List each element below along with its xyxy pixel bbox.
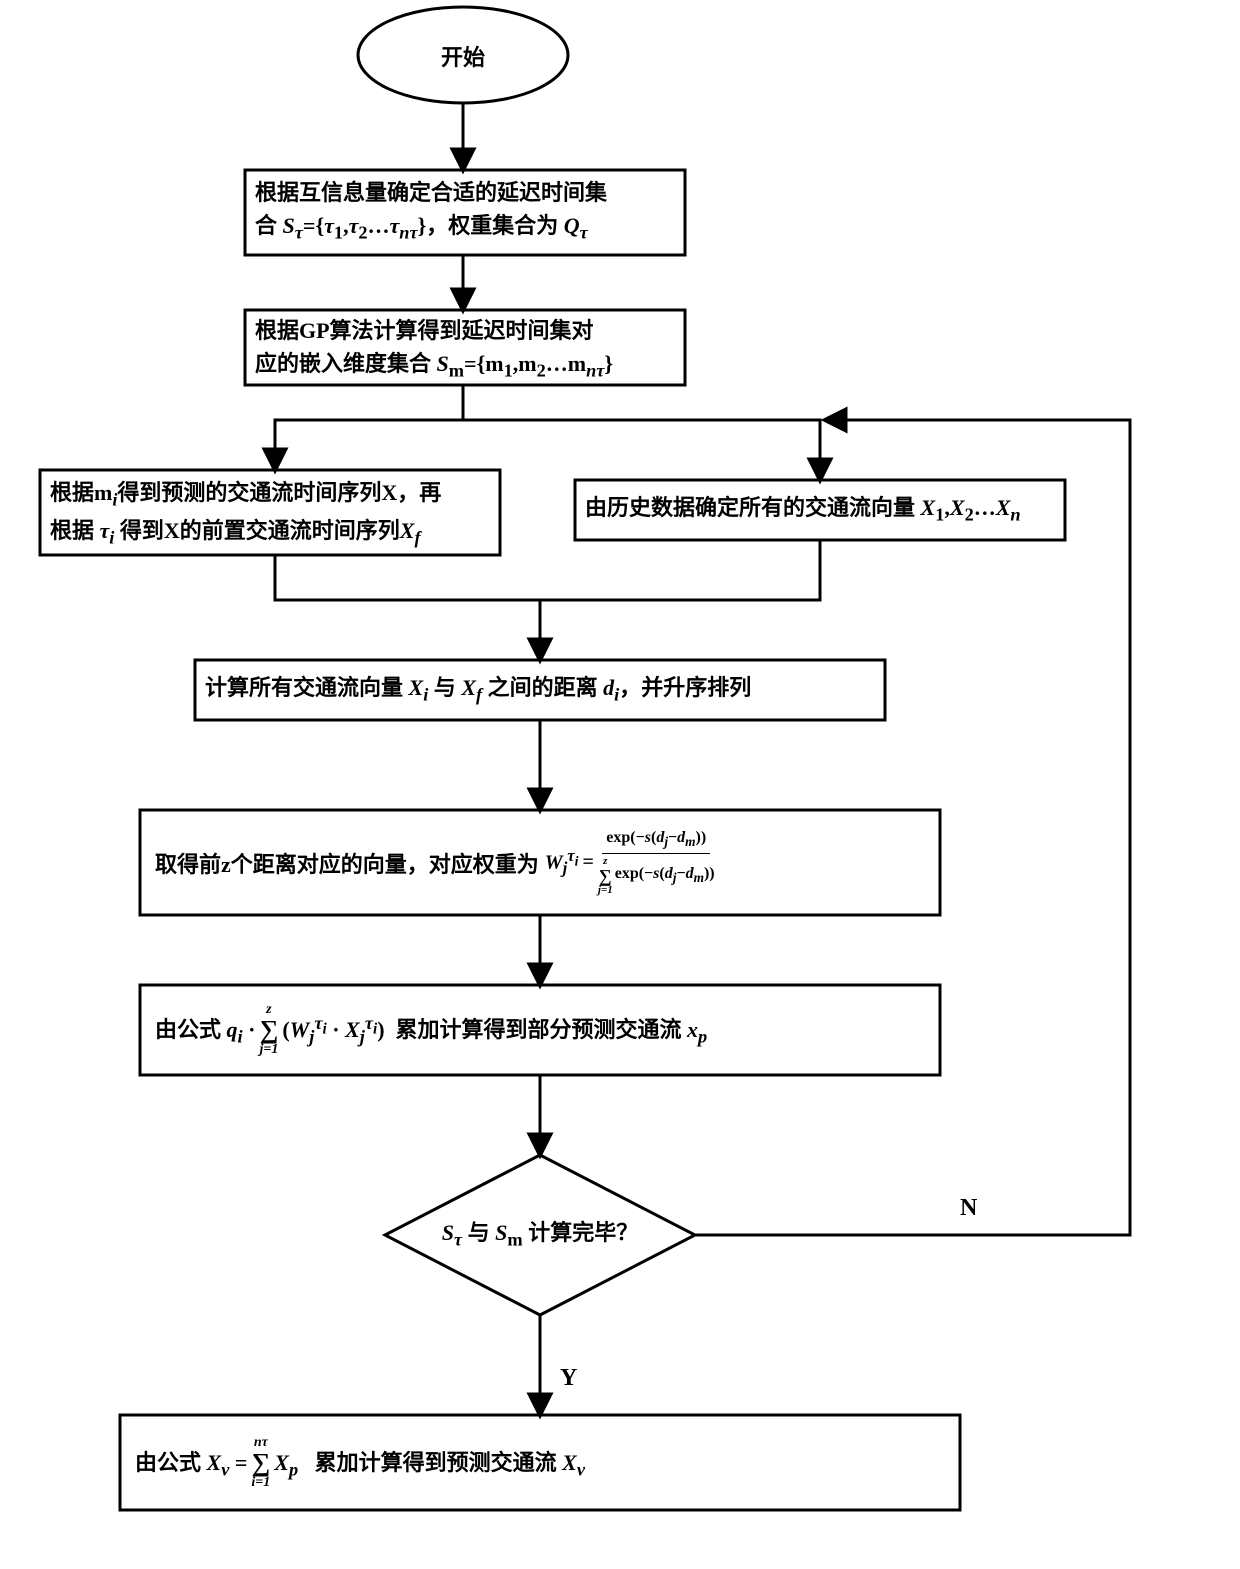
- b2-l2: 应的嵌入维度集合 Sm={m1,m2…mnτ}: [255, 351, 613, 376]
- b6-l1a: 由公式 qi ·: [155, 1012, 255, 1047]
- edges: [275, 103, 1130, 1415]
- b4-l1: 计算所有交通流向量 Xi 与 Xf 之间的距离 di，并升序排列: [205, 675, 751, 700]
- b1-l1: 根据互信息量确定合适的延迟时间集: [255, 180, 607, 205]
- b3r-l1: 由历史数据确定所有的交通流向量 X1,X2…Xn: [585, 495, 1021, 520]
- label-no: N: [960, 1195, 978, 1221]
- b7-l1b: Xp 累加计算得到预测交通流 Xv: [274, 1445, 585, 1480]
- dec-text: Sτ 与 Sm 计算完毕？: [442, 1220, 638, 1245]
- b5-frac: Wjτi=: [545, 846, 594, 879]
- b2-l1: 根据GP算法计算得到延迟时间集对: [255, 318, 594, 343]
- b1-l2: 合 Sτ={τ1,τ2…τnτ}，权重集合为 Qτ: [255, 213, 588, 238]
- b7-l1a: 由公式 Xv =: [135, 1445, 247, 1480]
- b3l-l1: 根据mi得到预测的交通流时间序列X，再: [50, 480, 441, 505]
- b3l-l2: 根据 τi 得到X的前置交通流时间序列Xf: [50, 518, 421, 543]
- label-yes: Y: [560, 1365, 577, 1391]
- b6-l1b: (Wjτi · Xjτi) 累加计算得到部分预测交通流 xp: [282, 1012, 707, 1047]
- b5-l1: 取得前z个距离对应的向量，对应权重为: [155, 847, 539, 879]
- start-label: 开始: [441, 45, 485, 70]
